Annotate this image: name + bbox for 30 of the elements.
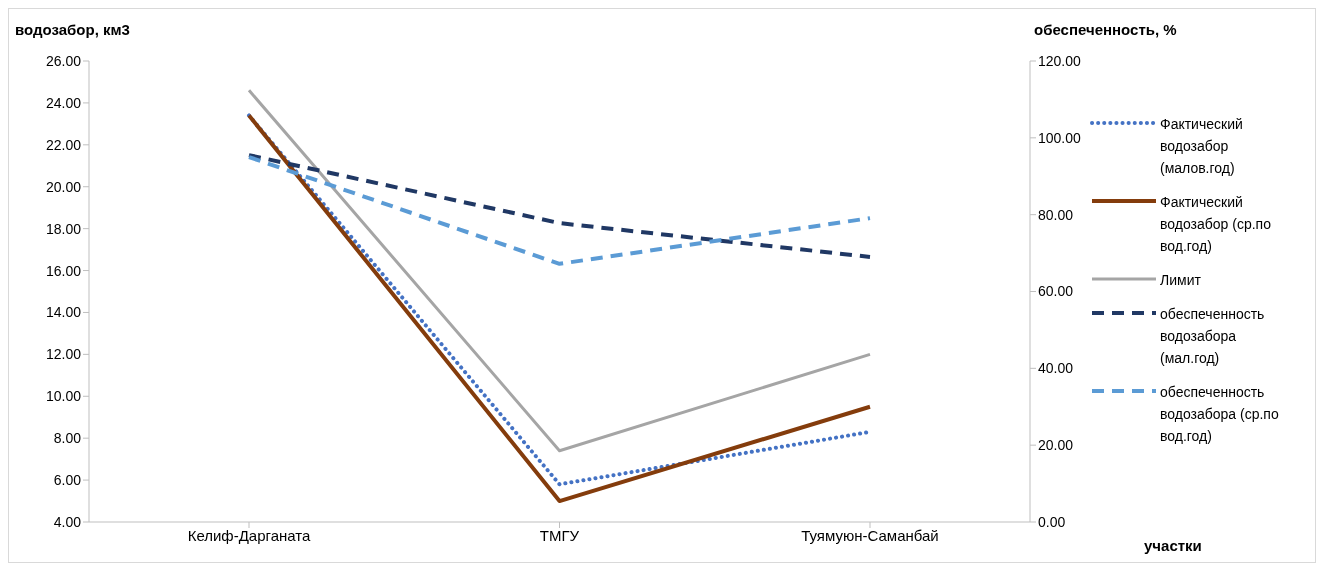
- y-tick-label: 22.00: [45, 136, 82, 153]
- y-tick-label: 14.00: [45, 304, 82, 321]
- y-tick-label: 6.00: [53, 472, 82, 489]
- y-tick-label: 24.00: [45, 94, 82, 111]
- y-tick-label: 18.00: [45, 220, 82, 237]
- x-tick-label: ТМГУ: [539, 526, 580, 544]
- y-tick-label: 26.00: [45, 52, 82, 69]
- y-tick-label: 8.00: [53, 430, 82, 447]
- y-tick-label: 20.00: [45, 178, 82, 195]
- y2-tick-label: 120.00: [1038, 52, 1082, 69]
- y-tick-label: 12.00: [45, 346, 82, 363]
- y2-tick-label: 100.00: [1038, 129, 1082, 146]
- legend-label: обеспеченность водозабора (мал.год): [1160, 304, 1266, 368]
- x-axis-title: участки: [1144, 537, 1202, 554]
- y-tick-label: 10.00: [45, 388, 82, 405]
- y-tick-label: 4.00: [53, 513, 82, 530]
- legend-label: обеспеченность водозабора (ср.по вод.год): [1160, 382, 1280, 446]
- y2-tick-label: 20.00: [1038, 437, 1074, 454]
- y2-tick-label: 60.00: [1038, 283, 1074, 300]
- y2-axis-title: обеспеченность, %: [1034, 21, 1177, 38]
- y2-tick-label: 40.00: [1038, 360, 1074, 377]
- legend-label: Лимит: [1160, 270, 1202, 290]
- y-axis-title: водозабор, км3: [15, 21, 130, 38]
- y-tick-label: 16.00: [45, 262, 82, 279]
- x-tick-label: Туямуюн-Саманбай: [801, 526, 939, 544]
- y2-tick-label: 0.00: [1038, 513, 1066, 530]
- x-tick-label: Келиф-Дарганата: [187, 526, 312, 544]
- y2-tick-label: 80.00: [1038, 206, 1074, 223]
- legend-label: Фактический водозабор (малов.год): [1160, 114, 1244, 178]
- legend-label: Фактический водозабор (ср.по вод.год): [1160, 192, 1272, 256]
